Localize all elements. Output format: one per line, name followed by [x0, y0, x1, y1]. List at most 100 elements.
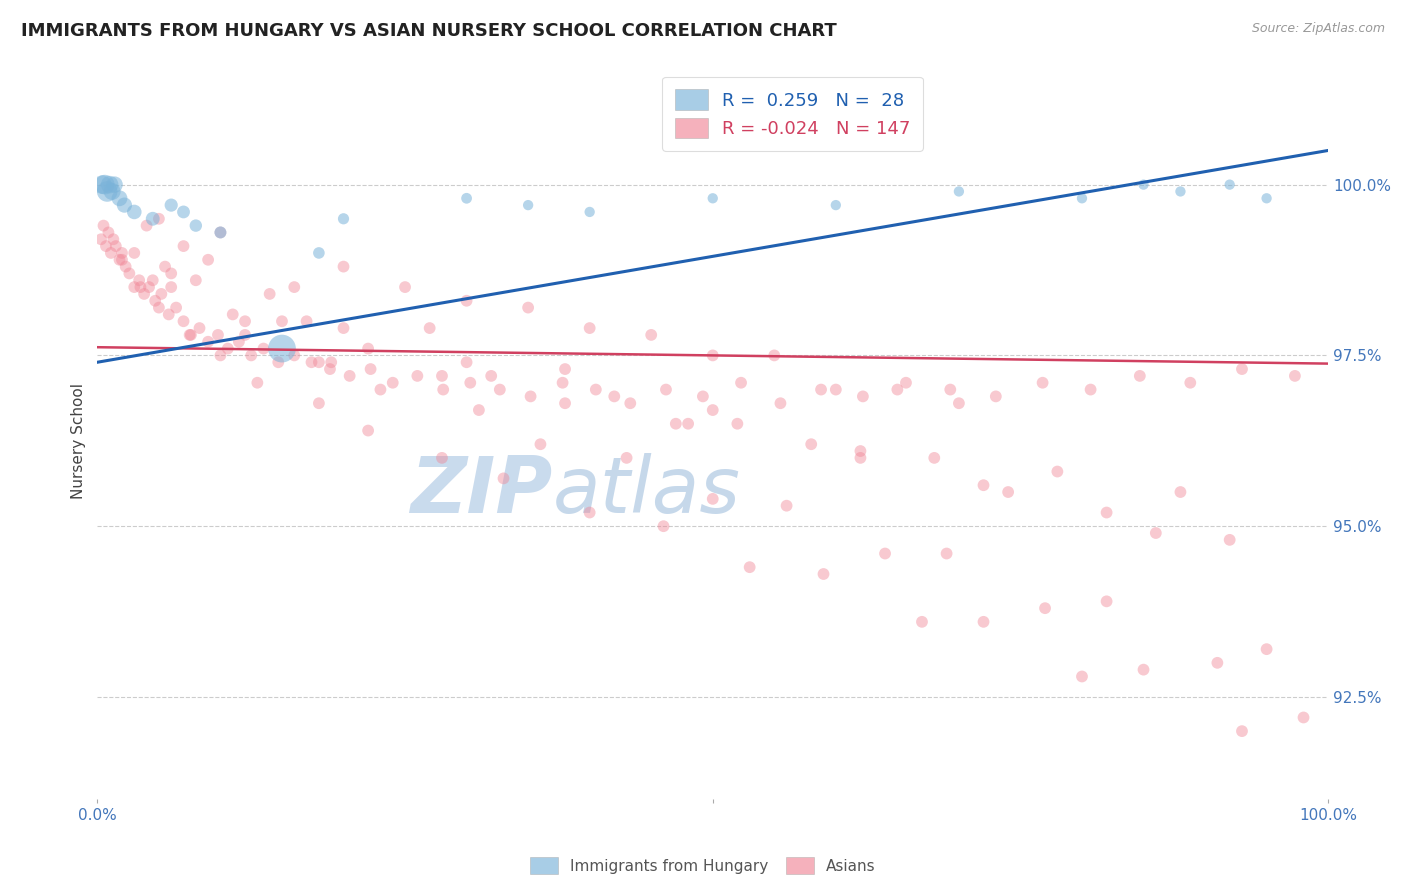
Point	[104, 239, 127, 253]
Point	[101, 185, 124, 199]
Point	[702, 491, 724, 506]
Point	[692, 389, 714, 403]
Point	[173, 314, 195, 328]
Point	[207, 327, 229, 342]
Point	[730, 376, 752, 390]
Point	[267, 355, 290, 369]
Point	[849, 444, 872, 458]
Point	[124, 246, 146, 260]
Point	[578, 321, 600, 335]
Point	[160, 280, 183, 294]
Point	[456, 191, 478, 205]
Point	[1230, 724, 1253, 739]
Point	[96, 185, 118, 199]
Point	[135, 219, 157, 233]
Point	[702, 403, 724, 417]
Text: IMMIGRANTS FROM HUNGARY VS ASIAN NURSERY SCHOOL CORRELATION CHART: IMMIGRANTS FROM HUNGARY VS ASIAN NURSERY…	[21, 22, 837, 40]
Point	[233, 314, 256, 328]
Point	[578, 506, 600, 520]
Point	[240, 348, 263, 362]
Point	[90, 232, 112, 246]
Point	[332, 260, 354, 274]
Point	[197, 334, 219, 349]
Point	[517, 198, 540, 212]
Point	[922, 450, 945, 465]
Point	[93, 219, 115, 233]
Point	[1206, 656, 1229, 670]
Point	[1032, 376, 1054, 390]
Point	[148, 211, 170, 226]
Point	[129, 280, 152, 294]
Point	[319, 362, 342, 376]
Point	[619, 396, 641, 410]
Point	[160, 198, 183, 212]
Point	[939, 383, 962, 397]
Point	[339, 368, 361, 383]
Point	[1080, 383, 1102, 397]
Point	[1095, 594, 1118, 608]
Point	[492, 471, 515, 485]
Y-axis label: Nursery School: Nursery School	[72, 383, 86, 499]
Point	[948, 185, 970, 199]
Point	[973, 478, 995, 492]
Point	[308, 396, 330, 410]
Point	[578, 205, 600, 219]
Point	[432, 383, 454, 397]
Point	[456, 355, 478, 369]
Point	[283, 280, 305, 294]
Point	[308, 246, 330, 260]
Point	[321, 355, 343, 369]
Point	[1132, 663, 1154, 677]
Point	[124, 205, 146, 219]
Point	[93, 178, 115, 192]
Point	[394, 280, 416, 294]
Point	[111, 246, 134, 260]
Point	[849, 450, 872, 465]
Point	[142, 273, 165, 287]
Point	[197, 252, 219, 267]
Point	[517, 301, 540, 315]
Point	[763, 348, 786, 362]
Text: ZIP: ZIP	[411, 453, 553, 529]
Point	[456, 293, 478, 308]
Point	[252, 342, 274, 356]
Point	[128, 273, 150, 287]
Point	[1284, 368, 1306, 383]
Point	[997, 485, 1019, 500]
Point	[702, 348, 724, 362]
Point	[702, 191, 724, 205]
Point	[603, 389, 626, 403]
Point	[283, 348, 305, 362]
Point	[551, 376, 574, 390]
Point	[157, 307, 180, 321]
Legend: Immigrants from Hungary, Asians: Immigrants from Hungary, Asians	[524, 851, 882, 880]
Point	[180, 327, 202, 342]
Point	[1132, 178, 1154, 192]
Point	[271, 314, 294, 328]
Point	[184, 219, 207, 233]
Point	[160, 267, 183, 281]
Text: atlas: atlas	[553, 453, 741, 529]
Point	[1219, 178, 1241, 192]
Point	[775, 499, 797, 513]
Point	[813, 567, 835, 582]
Point	[209, 348, 232, 362]
Point	[308, 355, 330, 369]
Point	[217, 342, 239, 356]
Point	[1046, 465, 1069, 479]
Point	[419, 321, 441, 335]
Point	[585, 383, 607, 397]
Point	[810, 383, 832, 397]
Point	[259, 287, 281, 301]
Point	[370, 383, 392, 397]
Point	[381, 376, 404, 390]
Point	[824, 383, 846, 397]
Legend: R =  0.259   N =  28, R = -0.024   N = 147: R = 0.259 N = 28, R = -0.024 N = 147	[662, 77, 924, 151]
Point	[1071, 669, 1094, 683]
Point	[184, 273, 207, 287]
Point	[360, 362, 382, 376]
Text: Source: ZipAtlas.com: Source: ZipAtlas.com	[1251, 22, 1385, 36]
Point	[188, 321, 211, 335]
Point	[271, 342, 294, 356]
Point	[246, 376, 269, 390]
